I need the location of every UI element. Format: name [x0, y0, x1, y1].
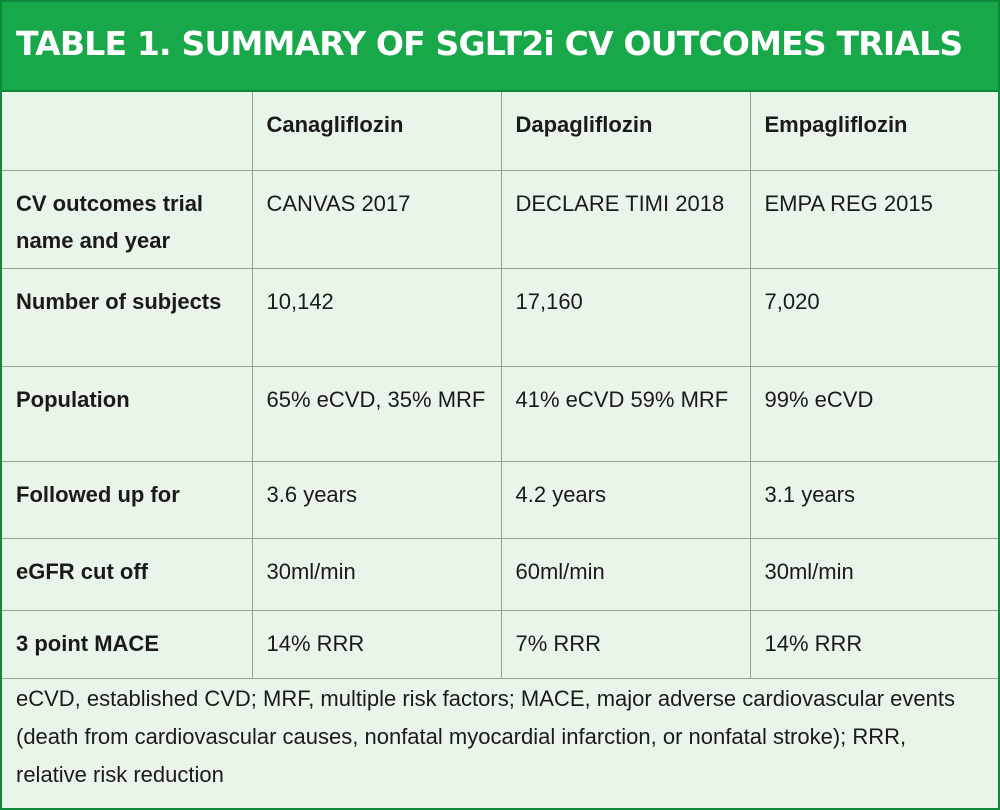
corner-cell: [2, 92, 253, 171]
row-label: eGFR cut off: [2, 537, 253, 611]
row-label: 3 point MACE: [2, 609, 253, 679]
row-label: Number of subjects: [2, 267, 253, 367]
table-cell: EMPA REG 2015: [749, 169, 998, 269]
table-title: TABLE 1. SUMMARY OF SGLT2i CV OUTCOMES T…: [16, 24, 963, 63]
table-cell: CANVAS 2017: [251, 169, 502, 269]
table-cell: 3.6 years: [251, 460, 502, 539]
column-header-empagliflozin: Empagliflozin: [749, 92, 998, 171]
table-row: CV outcomes trial name and year CANVAS 2…: [2, 169, 998, 269]
table-row: Population 65% eCVD, 35% MRF 41% eCVD 59…: [2, 365, 998, 462]
outcomes-table: Canagliflozin Dapagliflozin Empagliflozi…: [2, 92, 998, 679]
table-cell: 99% eCVD: [749, 365, 998, 462]
table-footnote: eCVD, established CVD; MRF, multiple ris…: [16, 686, 955, 787]
table-cell: 7,020: [749, 267, 998, 367]
table-cell: 7% RRR: [500, 609, 751, 679]
table-cell: 14% RRR: [749, 609, 998, 679]
table-cell: 4.2 years: [500, 460, 751, 539]
table-row: Followed up for 3.6 years 4.2 years 3.1 …: [2, 460, 998, 539]
table-cell: 65% eCVD, 35% MRF: [251, 365, 502, 462]
table-row: 3 point MACE 14% RRR 7% RRR 14% RRR: [2, 609, 998, 679]
row-label: Followed up for: [2, 460, 253, 539]
table-row: Number of subjects 10,142 17,160 7,020: [2, 267, 998, 367]
row-label: Population: [2, 365, 253, 462]
title-bar: TABLE 1. SUMMARY OF SGLT2i CV OUTCOMES T…: [2, 2, 998, 92]
table-cell: 30ml/min: [251, 537, 502, 611]
row-label: CV outcomes trial name and year: [2, 169, 253, 269]
table-cell: 60ml/min: [500, 537, 751, 611]
column-header-dapagliflozin: Dapagliflozin: [500, 92, 751, 171]
column-header-canagliflozin: Canagliflozin: [251, 92, 502, 171]
table-cell: 17,160: [500, 267, 751, 367]
table-cell: DECLARE TIMI 2018: [500, 169, 751, 269]
table-cell: 30ml/min: [749, 537, 998, 611]
table-cell: 41% eCVD 59% MRF: [500, 365, 751, 462]
header-row: Canagliflozin Dapagliflozin Empagliflozi…: [2, 92, 998, 171]
table-cell: 3.1 years: [749, 460, 998, 539]
table-cell: 14% RRR: [251, 609, 502, 679]
table-row: eGFR cut off 30ml/min 60ml/min 30ml/min: [2, 537, 998, 611]
table-cell: 10,142: [251, 267, 502, 367]
